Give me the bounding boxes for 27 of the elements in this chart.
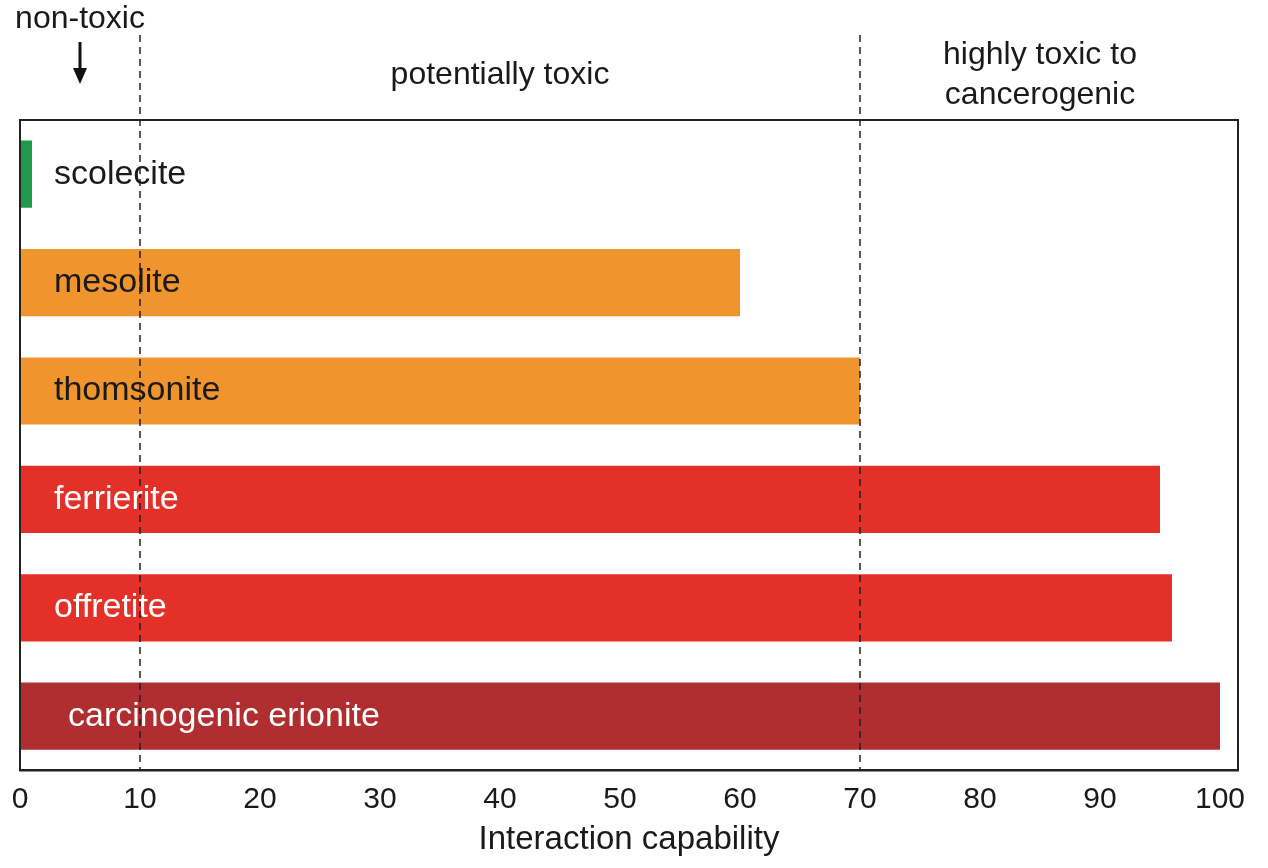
x-tick-label: 100 — [1194, 780, 1246, 814]
y-tick-label: offretite — [54, 586, 167, 625]
x-tick-label: 10 — [123, 780, 157, 814]
annotation: highly toxic to cancerogenic — [943, 35, 1137, 111]
y-tick-label: mesolite — [54, 260, 181, 299]
x-tick-label: 20 — [243, 780, 277, 814]
x-tick-label: 90 — [1083, 780, 1117, 814]
bar — [20, 357, 860, 425]
x-tick-label: 40 — [483, 780, 517, 814]
annotation: potentially toxic — [390, 55, 610, 91]
bar — [20, 465, 1160, 533]
y-tick-label: thomsonite — [54, 369, 221, 408]
x-tick-label: 30 — [363, 780, 397, 814]
bar — [20, 574, 1172, 642]
x-tick-label: 80 — [963, 780, 997, 814]
bar — [20, 249, 740, 317]
text: non-toxic — [15, 0, 145, 35]
x-tick-label: 60 — [723, 780, 757, 814]
x-tick-label: 0 — [11, 780, 29, 814]
y-tick-label: ferrierite — [54, 477, 179, 516]
y-tick-label: carcinogenic erionite — [68, 694, 380, 733]
x-axis-title: Interaction capability — [478, 819, 780, 857]
y-tick-label: scolecite — [54, 152, 187, 191]
x-tick-label: 70 — [843, 780, 877, 814]
bar — [20, 682, 1220, 750]
x-tick-label: 50 — [603, 780, 637, 814]
bar — [20, 140, 32, 208]
